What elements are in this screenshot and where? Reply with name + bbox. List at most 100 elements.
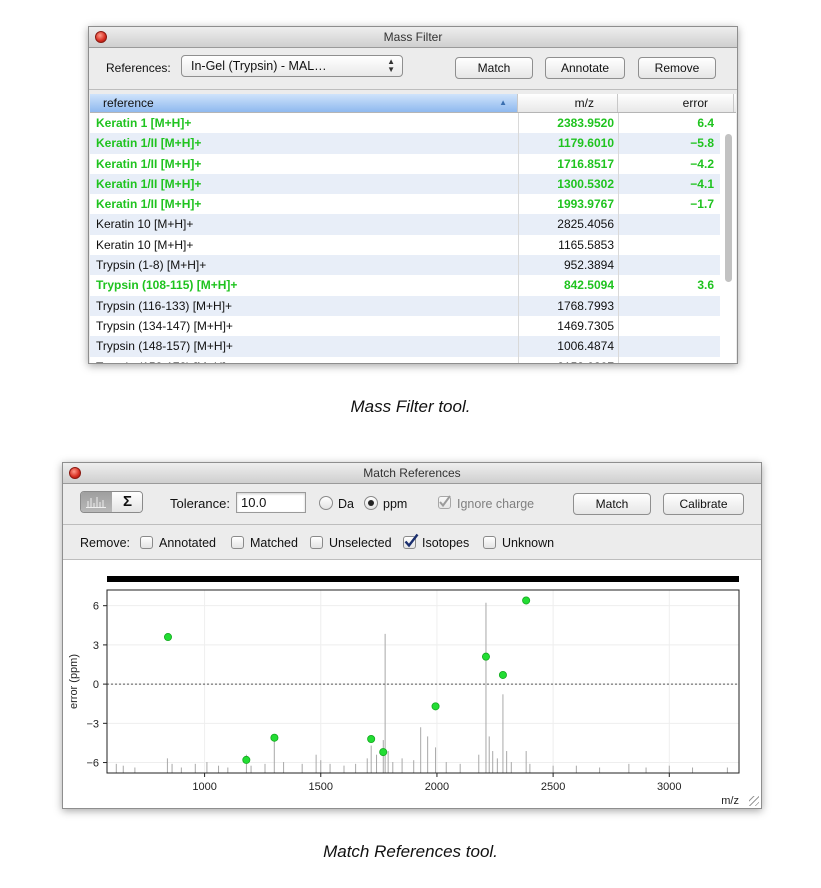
- match-references-caption: Match References tool.: [323, 842, 498, 861]
- unit-da-label: Da: [338, 497, 354, 511]
- window-title: Mass Filter: [383, 30, 443, 44]
- table-row[interactable]: Keratin 1 [M+H]+ 2383.9520 6.4: [90, 113, 720, 133]
- reference-cell: Trypsin (158-178) [M+H]+: [96, 357, 233, 363]
- remove-button[interactable]: Remove: [638, 57, 716, 79]
- references-label: References:: [106, 61, 171, 75]
- match-button[interactable]: Match: [573, 493, 651, 515]
- references-table: reference ▲ m/z error Keratin 1 [M+H]+ 23…: [90, 94, 736, 363]
- table-row[interactable]: Keratin 10 [M+H]+ 1165.5853: [90, 235, 720, 255]
- unit-ppm-label: ppm: [383, 497, 408, 511]
- spectrum-icon: [86, 497, 106, 508]
- references-selected-value: In-Gel (Trypsin) - MAL…: [191, 59, 327, 73]
- table-row[interactable]: Keratin 1/II [M+H]+ 1716.8517 −4.2: [90, 154, 720, 174]
- column-divider: [518, 113, 519, 363]
- view-toggle: Σ: [80, 491, 143, 513]
- column-header-mz[interactable]: m/z: [518, 94, 618, 112]
- unit-da-radio[interactable]: [319, 496, 333, 510]
- tolerance-input[interactable]: 10.0: [236, 492, 306, 513]
- column-header-error[interactable]: error: [618, 94, 734, 112]
- remove-unselected-checkbox[interactable]: [310, 536, 323, 549]
- x-tick-label: 3000: [657, 781, 681, 793]
- plot-frame: [106, 589, 740, 774]
- mz-cell: 1768.7993: [557, 298, 614, 313]
- spectrum-view-button[interactable]: [81, 492, 113, 512]
- error-cell: −5.8: [690, 136, 714, 151]
- mz-cell: 842.5094: [563, 278, 614, 293]
- error-cell: 6.4: [697, 116, 714, 130]
- reference-cell: Keratin 10 [M+H]+: [96, 217, 194, 232]
- vertical-scrollbar[interactable]: [725, 134, 732, 282]
- column-header-reference[interactable]: reference ▲: [90, 94, 518, 112]
- remove-matched-checkbox[interactable]: [231, 536, 244, 549]
- data-point: [163, 633, 172, 642]
- table-row[interactable]: Trypsin (158-178) [M+H]+ 2158.0307: [90, 357, 720, 363]
- remove-unknown-label: Unknown: [502, 536, 555, 550]
- toolbar-divider: [89, 89, 737, 90]
- data-point: [522, 596, 531, 605]
- sum-view-button[interactable]: Σ: [112, 492, 142, 512]
- reference-cell: Keratin 1/II [M+H]+: [96, 197, 202, 212]
- reference-cell: Keratin 1/II [M+H]+: [96, 176, 202, 191]
- calibrate-button[interactable]: Calibrate: [663, 493, 744, 515]
- table-header: reference ▲ m/z error: [90, 94, 736, 113]
- x-tick-label: 1000: [192, 781, 216, 793]
- table-row[interactable]: Keratin 1/II [M+H]+ 1993.9767 −1.7: [90, 194, 720, 214]
- mass-filter-titlebar: Mass Filter: [89, 27, 737, 48]
- remove-isotopes-checkbox[interactable]: [403, 533, 419, 549]
- error-cell: [618, 255, 714, 275]
- x-tick-label: 2000: [425, 781, 449, 793]
- remove-isotopes-label: Isotopes: [422, 536, 470, 550]
- window-title: Match References: [363, 466, 461, 480]
- mz-cell: 1165.5853: [558, 237, 614, 252]
- ignore-charge-label: Ignore charge: [457, 497, 535, 511]
- reference-cell: Keratin 10 [M+H]+: [96, 237, 194, 252]
- annotate-button[interactable]: Annotate: [545, 57, 625, 79]
- table-row[interactable]: Keratin 10 [M+H]+ 2825.4056: [90, 214, 720, 235]
- data-point: [270, 733, 279, 742]
- ignore-charge-checkbox[interactable]: [438, 495, 451, 509]
- error-cell: −4.2: [690, 156, 714, 171]
- data-point: [431, 702, 440, 711]
- y-tick-label: 0: [93, 679, 99, 691]
- mz-cell: 2383.9520: [557, 116, 614, 130]
- table-row[interactable]: Trypsin (148-157) [M+H]+ 1006.4874: [90, 336, 720, 357]
- resize-grip-icon[interactable]: [749, 796, 759, 806]
- tolerance-label: Tolerance:: [170, 496, 230, 511]
- table-row[interactable]: Trypsin (1-8) [M+H]+ 952.3894: [90, 255, 720, 276]
- table-row[interactable]: Trypsin (108-115) [M+H]+ 842.5094 3.6: [90, 275, 720, 295]
- top-bar: [107, 576, 739, 582]
- mz-cell: 1469.7305: [557, 318, 614, 333]
- data-point: [379, 748, 388, 757]
- reference-cell: Trypsin (148-157) [M+H]+: [96, 339, 233, 354]
- unit-ppm-radio[interactable]: [364, 496, 378, 510]
- match-references-titlebar: Match References: [63, 463, 761, 484]
- reference-cell: Trypsin (108-115) [M+H]+: [96, 278, 238, 293]
- table-row[interactable]: Trypsin (134-147) [M+H]+ 1469.7305: [90, 316, 720, 336]
- error-cell: [618, 296, 714, 316]
- table-row[interactable]: Keratin 1/II [M+H]+ 1300.5302 −4.1: [90, 173, 720, 195]
- reference-cell: Keratin 1 [M+H]+: [96, 116, 192, 130]
- remove-matched-label: Matched: [250, 536, 298, 550]
- data-point: [481, 652, 490, 661]
- match-references-window: Match References Σ Tolerance: 10.0 Da pp…: [62, 462, 762, 809]
- table-row[interactable]: Trypsin (116-133) [M+H]+ 1768.7993: [90, 295, 720, 316]
- references-select[interactable]: In-Gel (Trypsin) - MAL… ▲ ▼: [181, 55, 403, 77]
- error-cell: [618, 214, 714, 234]
- match-button[interactable]: Match: [455, 57, 533, 79]
- mz-cell: 2158.0307: [518, 357, 614, 363]
- table-body: Keratin 1 [M+H]+ 2383.9520 6.4 Keratin 1/II…: [90, 113, 720, 363]
- close-icon[interactable]: [95, 31, 107, 43]
- mz-cell: 1006.4874: [557, 339, 614, 354]
- error-cell: [618, 336, 714, 356]
- close-icon[interactable]: [69, 467, 81, 479]
- chart-divider: [63, 559, 761, 560]
- remove-unknown-checkbox[interactable]: [483, 536, 496, 549]
- mz-cell: 1716.8517: [557, 156, 614, 171]
- remove-annotated-checkbox[interactable]: [140, 536, 153, 549]
- remove-label: Remove:: [80, 536, 131, 550]
- y-tick-label: 6: [93, 601, 99, 613]
- table-row[interactable]: Keratin 1/II [M+H]+ 1179.6010 −5.8: [90, 133, 720, 154]
- reference-cell: Keratin 1/II [M+H]+: [96, 136, 202, 151]
- x-axis-label: m/z: [721, 795, 739, 807]
- data-point: [367, 735, 376, 744]
